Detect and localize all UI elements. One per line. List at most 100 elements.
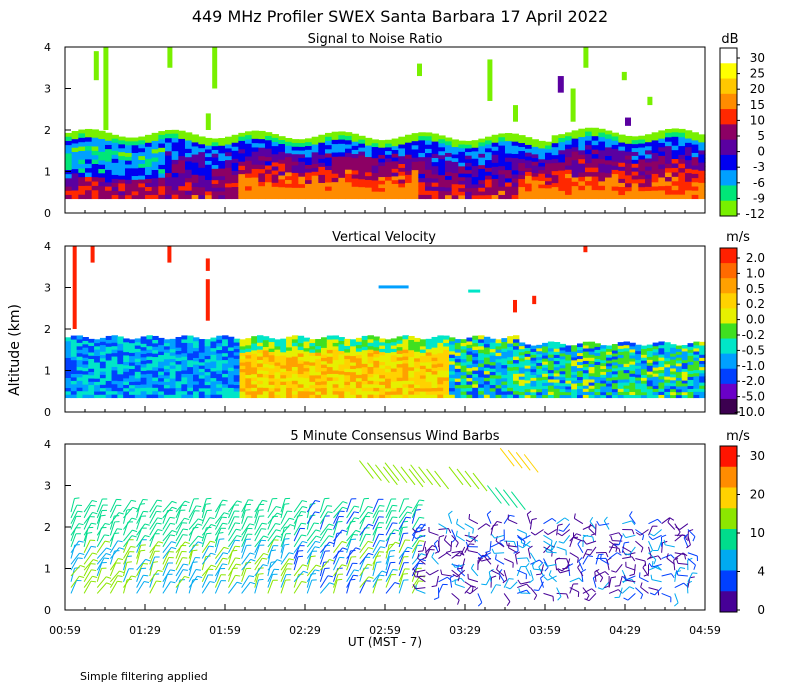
snr-cell <box>198 190 206 196</box>
snr-cell <box>385 139 393 144</box>
snr-cell <box>698 157 706 163</box>
vv-cell <box>181 362 188 368</box>
vv-cell <box>460 342 468 347</box>
snr-cell <box>438 135 446 140</box>
vv-cell <box>594 352 601 356</box>
vv-cell <box>99 361 107 365</box>
wind-barb <box>411 540 420 553</box>
vv-cell <box>355 354 363 359</box>
wind-barb <box>419 540 425 542</box>
snr-units: dB <box>721 32 738 47</box>
wind-barb <box>78 523 84 526</box>
vv-cell <box>140 387 148 392</box>
vv-cell <box>460 348 468 353</box>
snr-cell <box>205 148 213 154</box>
snr-cell <box>205 113 211 130</box>
wind-barb <box>254 573 260 588</box>
wind-barb <box>234 539 240 542</box>
wind-barb <box>109 575 119 588</box>
wind-barb <box>245 509 251 511</box>
snr-cell <box>225 163 233 168</box>
snr-cell <box>465 169 473 174</box>
vv-cell <box>611 361 619 366</box>
snr-cell <box>105 132 113 137</box>
vv-cell <box>449 394 456 399</box>
snr-cell <box>71 168 79 174</box>
vv-cell <box>600 385 607 390</box>
snr-cell <box>605 164 613 169</box>
snr-cell <box>471 161 479 167</box>
wind-barb <box>544 567 549 572</box>
vv-cell <box>658 388 665 392</box>
vv-cell <box>233 374 241 379</box>
snr-cell <box>578 154 586 160</box>
vv-cell <box>547 363 555 367</box>
vv-cell <box>169 361 177 366</box>
vv-cell <box>390 361 398 366</box>
snr-cell <box>185 139 193 145</box>
vv-cell <box>70 380 78 385</box>
vv-cell <box>105 394 113 399</box>
vv-cell <box>94 374 101 379</box>
vv-cell <box>693 391 700 395</box>
snr-cell <box>398 163 406 168</box>
vv-cell <box>227 353 235 358</box>
vv-cell <box>99 380 107 385</box>
wind-barb <box>241 533 248 548</box>
wind-barb <box>91 500 98 503</box>
snr-cell <box>511 165 519 171</box>
vv-cell <box>402 394 409 399</box>
vv-cell <box>129 339 136 344</box>
vv-cell <box>577 388 584 393</box>
vv-cell <box>123 381 130 385</box>
wind-barb <box>436 575 439 586</box>
vv-cell <box>70 359 78 364</box>
vv-cell <box>210 377 217 382</box>
colorbar-swatch <box>720 93 737 110</box>
wind-barb <box>359 534 367 548</box>
wind-barb <box>372 546 381 559</box>
vv-cell <box>478 359 485 364</box>
wind-barb <box>627 593 636 601</box>
vv-cell <box>646 356 654 360</box>
vv-cell <box>251 390 258 395</box>
vv-cell <box>309 394 316 399</box>
vv-cell <box>641 394 648 399</box>
snr-cell <box>458 162 466 167</box>
vv-cell <box>582 357 590 361</box>
snr-cell <box>65 165 73 171</box>
vv-cell <box>99 347 107 352</box>
vv-cell <box>402 380 409 385</box>
vv-cell <box>239 371 246 376</box>
snr-cell <box>125 144 133 150</box>
vv-cell <box>193 354 200 358</box>
vv-cell <box>681 391 689 396</box>
wind-barb <box>162 534 171 548</box>
vv-cell <box>117 363 124 368</box>
vv-cell <box>222 380 229 385</box>
vv-cell <box>594 382 601 387</box>
vv-cell <box>629 367 636 371</box>
snr-cell <box>625 135 633 140</box>
vv-cell <box>158 377 165 382</box>
snr-cell <box>138 186 146 192</box>
vv-cell <box>257 366 264 371</box>
snr-cell <box>438 170 446 176</box>
vv-cell <box>373 343 380 348</box>
vv-cell <box>169 384 177 389</box>
vv-cell <box>425 387 433 392</box>
vv-cell <box>454 381 462 386</box>
vv-cell <box>483 340 491 345</box>
vv-cell <box>175 357 182 362</box>
snr-cell <box>331 135 339 140</box>
vv-cell <box>274 342 281 347</box>
vv-cell <box>82 373 89 378</box>
vv-cell <box>530 371 537 376</box>
wind-barb <box>130 545 136 548</box>
wind-barb <box>123 568 130 582</box>
snr-cell <box>398 175 406 180</box>
snr-cell <box>291 183 299 188</box>
snr-cell <box>658 194 666 200</box>
vv-cell <box>268 374 276 379</box>
